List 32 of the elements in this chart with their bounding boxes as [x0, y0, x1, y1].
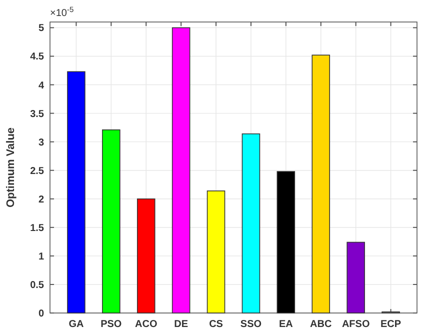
x-tick-label: AFSO: [342, 319, 370, 330]
y-tick-label: 2: [38, 194, 44, 206]
y-axis-title: Optimum Value: [5, 127, 17, 208]
x-tick-label: SSO: [240, 319, 262, 330]
bar: [136, 198, 156, 314]
bar: [312, 54, 330, 314]
bar: [276, 171, 296, 314]
bar: [206, 190, 226, 314]
text: ×10$^{-5}$: [50, 4, 74, 19]
x-tick-label: DE: [174, 319, 188, 330]
bar: [242, 133, 260, 314]
bar: [346, 242, 365, 314]
bar: [67, 71, 86, 314]
y-tick-label: 5: [38, 23, 44, 34]
bar: [102, 129, 120, 314]
x-tick-label: PSO: [100, 319, 122, 330]
x-tick-label: ECP: [380, 319, 402, 330]
y-tick-label: 4.5: [30, 52, 44, 63]
x-tick-label: ACO: [135, 319, 158, 330]
y-tick-label: 1.5: [30, 222, 44, 234]
y-tick-label: 0.5: [30, 280, 44, 291]
y-tick-label: 0: [38, 308, 44, 320]
x-tick-label: ABC: [310, 319, 332, 330]
x-tick-label: EA: [278, 319, 293, 330]
x-tick-label: GA: [68, 319, 84, 330]
y-tick-label: 2.5: [30, 166, 44, 177]
y-tick-label: 1: [38, 251, 44, 262]
x-tick-label: CS: [209, 319, 224, 330]
y-tick-label: 4: [38, 80, 44, 92]
y-tick-label: 3.5: [30, 108, 44, 120]
bar: [172, 27, 190, 314]
y-tick-label: 3: [38, 137, 44, 148]
